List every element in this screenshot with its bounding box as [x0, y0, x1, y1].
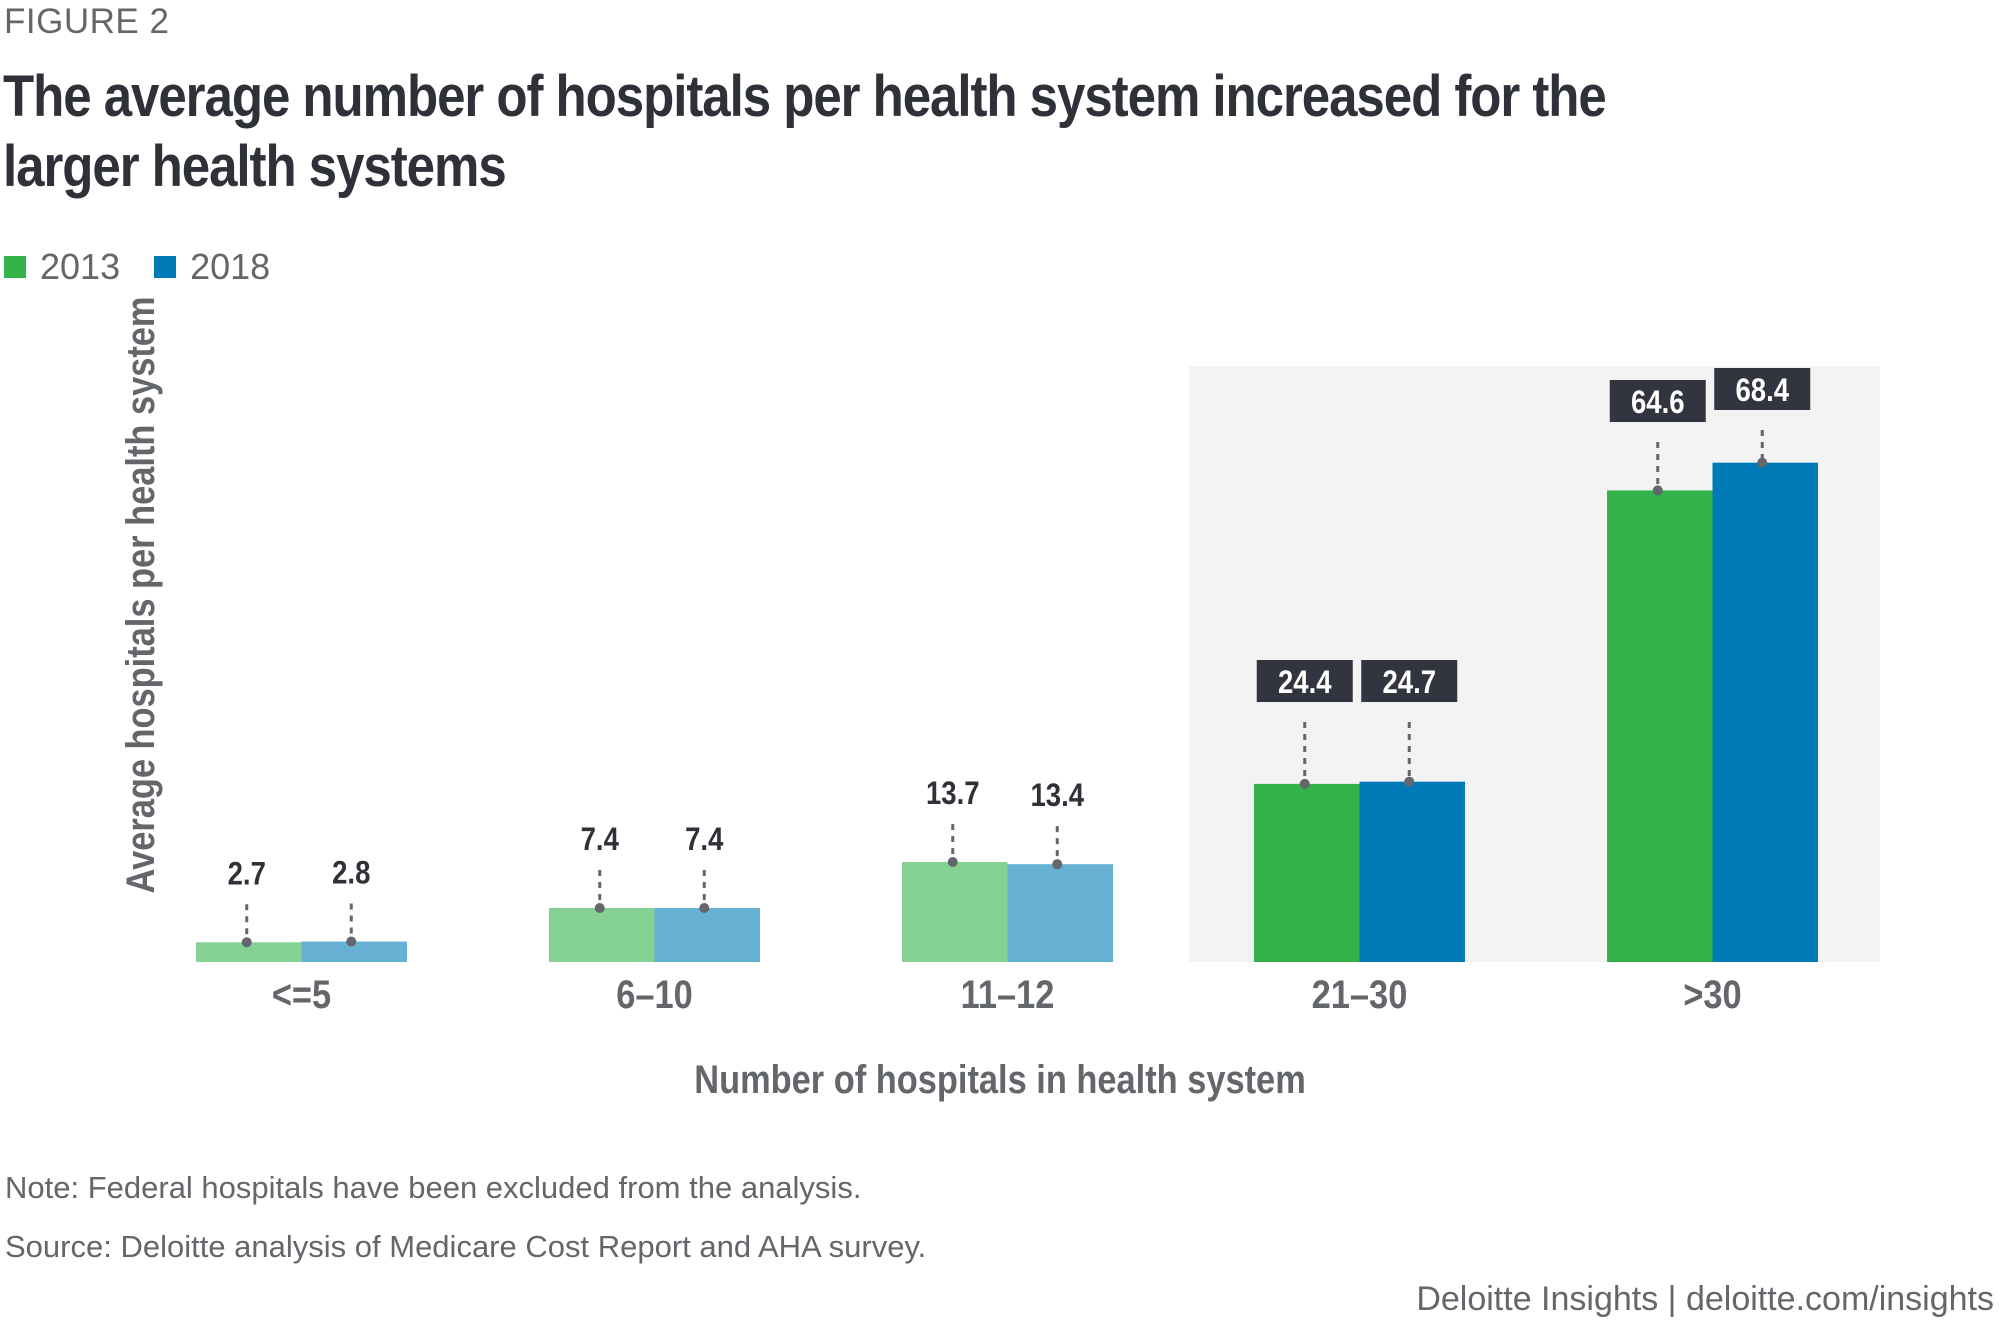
data-point-marker	[947, 856, 958, 867]
value-label-box	[1609, 380, 1706, 422]
data-point-marker	[1052, 859, 1063, 870]
legend-label-2018: 2018	[190, 246, 271, 287]
bar-2013-0	[196, 942, 302, 962]
data-point-marker	[241, 937, 252, 948]
chart-title: The average number of hospitals per heal…	[3, 64, 1607, 199]
value-label: 13.7	[926, 776, 980, 811]
value-labels-group: 2.7 2.8 7.4 7.4 13.7 13.4 24.4 24.7 64.6 68.4	[228, 368, 1811, 948]
bar-2018-1	[654, 907, 760, 962]
data-point-marker	[1404, 776, 1415, 787]
bar-2013-4	[1607, 490, 1713, 962]
legend-item-2013: 2013	[4, 246, 120, 288]
value-label-box	[1256, 660, 1353, 702]
x-tick-label: <=5	[272, 972, 331, 1017]
legend-label-2013: 2013	[40, 246, 121, 287]
bar-2018-4	[1712, 462, 1818, 962]
data-point-marker	[346, 936, 357, 947]
bars-group	[196, 462, 1818, 962]
x-tick-label: 11–12	[961, 972, 1055, 1017]
legend-swatch-2013	[4, 256, 26, 278]
data-point-marker	[1652, 485, 1663, 496]
x-tick-label: 6–10	[616, 972, 693, 1017]
legend-item-2018: 2018	[154, 246, 270, 288]
x-tick-label: 21–30	[1312, 972, 1408, 1017]
note-text: Note: Federal hospitals have been exclud…	[5, 1170, 862, 1205]
x-tick-labels: <=5 6–10 11–12 21–30 >30	[272, 972, 1742, 1017]
data-point-marker	[1757, 457, 1768, 468]
value-label-box	[1361, 660, 1458, 702]
bar-2013-2	[902, 861, 1008, 962]
bar-2013-1	[549, 907, 655, 962]
value-label: 2.8	[332, 856, 370, 891]
data-point-marker	[1299, 778, 1310, 789]
value-label: 64.6	[1631, 385, 1685, 420]
value-label: 24.7	[1382, 665, 1436, 700]
value-label: 13.4	[1030, 778, 1084, 813]
bar-2018-2	[1007, 864, 1113, 962]
source-text: Source: Deloitte analysis of Medicare Co…	[5, 1229, 927, 1264]
legend-swatch-2018	[154, 256, 177, 278]
x-tick-label: >30	[1683, 972, 1741, 1017]
legend: 2013 2018	[4, 246, 304, 288]
value-label: 68.4	[1735, 373, 1789, 408]
figure-label: FIGURE 2	[4, 2, 170, 41]
data-point-marker	[594, 902, 605, 913]
data-point-marker	[699, 902, 710, 913]
footer-credit: Deloitte Insights | deloitte.com/insight…	[1416, 1280, 1994, 1318]
bar-2013-3	[1254, 783, 1360, 962]
bar-2018-0	[301, 941, 407, 962]
value-label: 24.4	[1278, 665, 1332, 700]
value-label: 7.4	[581, 822, 620, 857]
value-label: 7.4	[685, 822, 724, 857]
bar-2018-3	[1359, 781, 1465, 962]
x-axis-label: Number of hospitals in health system	[694, 1057, 1306, 1102]
y-axis-label: Average hospitals per health system	[118, 296, 163, 893]
value-label: 2.7	[228, 856, 266, 891]
value-label-box	[1714, 368, 1811, 410]
